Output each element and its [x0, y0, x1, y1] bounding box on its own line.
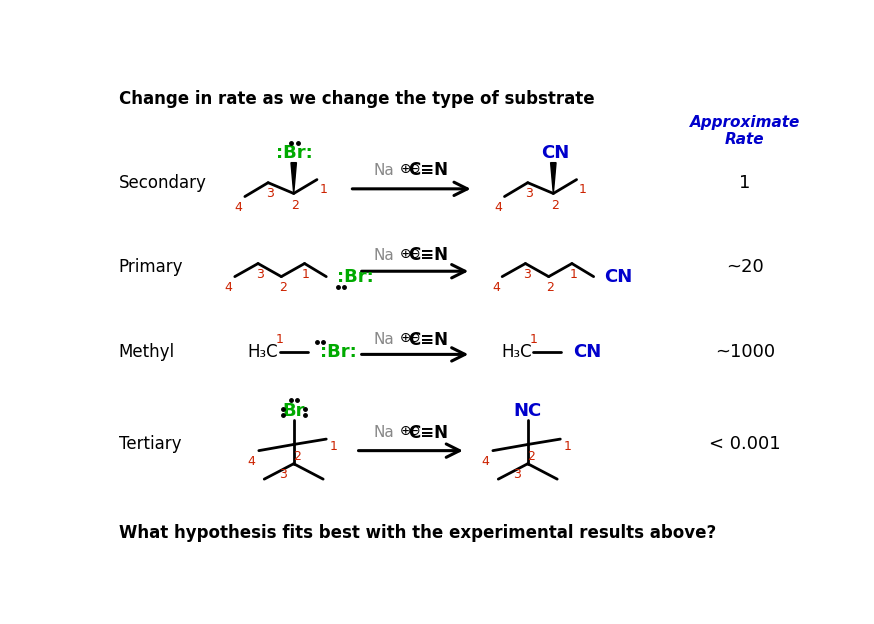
Text: 3: 3 — [523, 268, 531, 281]
Text: ⊕: ⊕ — [399, 246, 411, 261]
Text: 2: 2 — [546, 281, 554, 294]
Text: ⊕: ⊕ — [399, 424, 411, 439]
Text: 2: 2 — [279, 281, 287, 294]
Text: C≡N: C≡N — [408, 162, 448, 179]
Text: 1: 1 — [530, 333, 538, 346]
Text: :Br:: :Br: — [276, 144, 313, 162]
Text: ⊖: ⊖ — [409, 246, 420, 261]
Text: 3: 3 — [525, 187, 533, 200]
Text: 1: 1 — [739, 173, 751, 192]
Text: Na: Na — [374, 248, 394, 263]
Polygon shape — [551, 163, 556, 193]
Text: C≡N: C≡N — [408, 331, 448, 349]
Text: H₃C: H₃C — [501, 343, 531, 361]
Text: Na: Na — [374, 332, 394, 348]
Text: 2: 2 — [551, 198, 558, 212]
Text: Na: Na — [374, 163, 394, 178]
Text: 2: 2 — [291, 198, 299, 212]
Text: ⊖: ⊖ — [409, 162, 420, 176]
Text: ⊖: ⊖ — [409, 424, 420, 439]
Text: ⊖: ⊖ — [409, 331, 420, 345]
Text: Change in rate as we change the type of substrate: Change in rate as we change the type of … — [119, 90, 594, 109]
Text: C≡N: C≡N — [408, 424, 448, 442]
Text: 4: 4 — [482, 455, 489, 468]
Text: ~20: ~20 — [726, 258, 764, 276]
Text: :Br:: :Br: — [320, 343, 357, 361]
Text: CN: CN — [573, 343, 601, 361]
Text: 1: 1 — [319, 183, 327, 196]
Text: CN: CN — [541, 144, 569, 162]
Text: ⊕: ⊕ — [399, 331, 411, 345]
Text: 1: 1 — [564, 441, 572, 453]
Text: 4: 4 — [492, 281, 500, 294]
Text: ~1000: ~1000 — [715, 343, 775, 361]
Text: 4: 4 — [495, 201, 503, 214]
Text: 4: 4 — [225, 281, 232, 294]
Text: 2: 2 — [293, 451, 301, 463]
Text: H₃C: H₃C — [247, 343, 278, 361]
Text: 3: 3 — [256, 268, 264, 281]
Text: 3: 3 — [279, 468, 287, 481]
Text: Br: Br — [282, 402, 305, 419]
Text: 2: 2 — [527, 451, 535, 463]
Text: < 0.001: < 0.001 — [709, 436, 780, 454]
Text: :Br:: :Br: — [337, 268, 374, 286]
Text: 1: 1 — [276, 333, 284, 346]
Text: Na: Na — [374, 426, 394, 441]
Text: Primary: Primary — [119, 258, 183, 276]
Text: 1: 1 — [302, 268, 310, 281]
Polygon shape — [291, 163, 296, 193]
Text: 4: 4 — [235, 201, 243, 214]
Text: ⊕: ⊕ — [399, 162, 411, 176]
Text: CN: CN — [605, 268, 633, 286]
Text: 1: 1 — [570, 268, 578, 281]
Text: NC: NC — [514, 402, 542, 419]
Text: Methyl: Methyl — [119, 343, 175, 361]
Text: Approximate
Rate: Approximate Rate — [690, 115, 800, 147]
Text: 1: 1 — [330, 441, 338, 453]
Text: 4: 4 — [247, 455, 255, 468]
Text: 3: 3 — [266, 187, 274, 200]
Text: Secondary: Secondary — [119, 173, 206, 192]
Text: What hypothesis fits best with the experimental results above?: What hypothesis fits best with the exper… — [119, 524, 716, 542]
Text: C≡N: C≡N — [408, 246, 448, 264]
Text: 3: 3 — [513, 468, 521, 481]
Text: Tertiary: Tertiary — [119, 436, 181, 454]
Text: 1: 1 — [579, 183, 586, 196]
